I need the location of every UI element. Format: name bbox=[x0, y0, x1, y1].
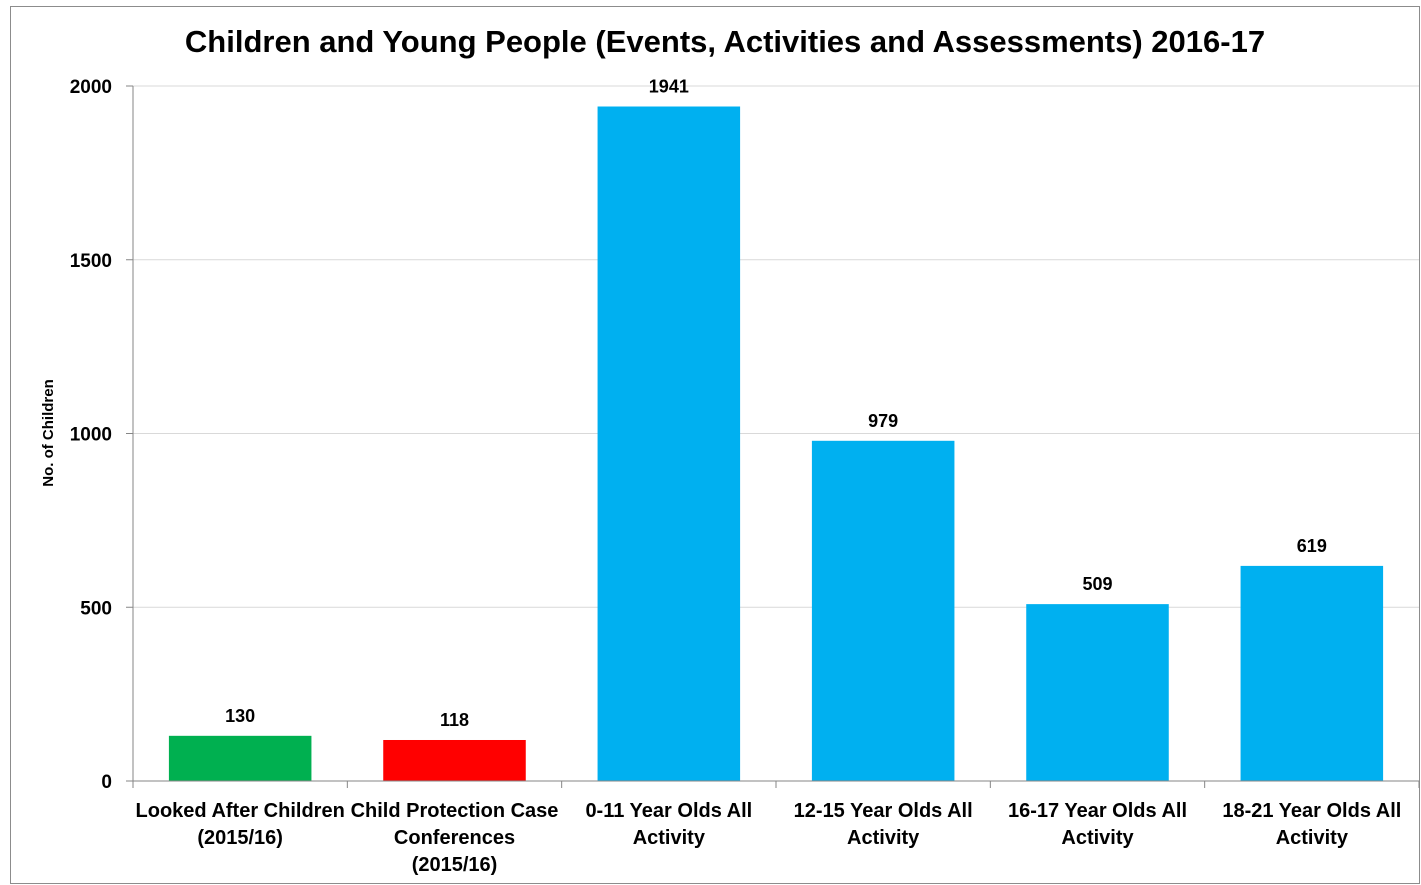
bar bbox=[168, 735, 312, 781]
x-tick-label: 12-15 Year Olds All Activity bbox=[794, 800, 973, 849]
data-label: 130 bbox=[225, 706, 255, 726]
x-tick-label: Looked After Children (2015/16) bbox=[136, 800, 345, 849]
data-label: 118 bbox=[440, 710, 469, 730]
gridlines bbox=[133, 85, 1419, 608]
axes bbox=[126, 85, 1420, 788]
bars bbox=[168, 106, 1384, 781]
y-axis-label: No. of Children bbox=[40, 379, 57, 487]
bar bbox=[383, 739, 526, 781]
y-tick-label: 0 bbox=[101, 772, 112, 793]
y-tick-label: 1000 bbox=[70, 425, 112, 446]
x-tick-label: 0-11 Year Olds All Activity bbox=[585, 800, 752, 849]
x-tick-label: 16-17 Year Olds All Activity bbox=[1008, 800, 1187, 849]
data-label: 509 bbox=[1082, 574, 1112, 594]
labels: 0 500 1000 1500 2000 130 Looked After Children… bbox=[70, 77, 1402, 876]
y-tick-label: 2000 bbox=[70, 77, 112, 98]
data-label: 979 bbox=[868, 411, 898, 431]
y-tick-label: 1500 bbox=[70, 251, 112, 272]
bar bbox=[1026, 604, 1169, 781]
bar bbox=[1240, 565, 1384, 781]
x-tick-label: Child Protection Case Conferences (2015/16… bbox=[351, 800, 559, 876]
data-label: 1941 bbox=[649, 77, 689, 97]
data-label: 619 bbox=[1297, 536, 1327, 556]
y-tick-label: 500 bbox=[80, 598, 112, 619]
bar bbox=[597, 106, 741, 781]
chart-title: Children and Young People (Events, Activ… bbox=[185, 24, 1265, 59]
x-tick-label: 18-21 Year Olds All Activity bbox=[1222, 800, 1401, 849]
bar bbox=[811, 440, 955, 781]
